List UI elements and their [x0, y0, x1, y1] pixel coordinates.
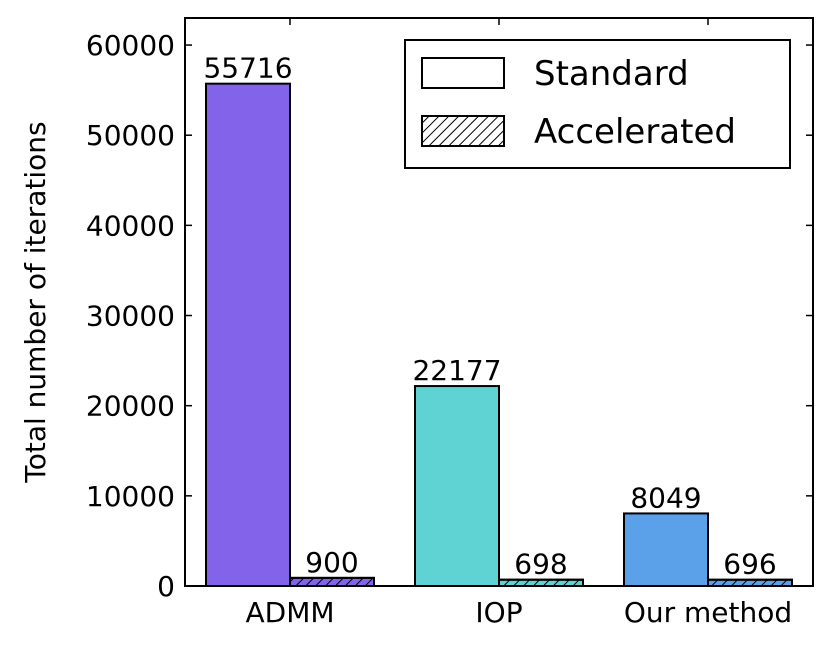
data-label-admm-accelerated: 900	[305, 546, 358, 579]
y-tick-label: 60000	[86, 29, 175, 62]
y-tick-label: 40000	[86, 209, 175, 242]
y-axis-label: Total number of iterations	[19, 121, 52, 483]
legend-swatch-accelerated	[421, 115, 505, 147]
x-tick-label-our-method: Our method	[624, 596, 792, 629]
y-tick-label: 20000	[86, 390, 175, 423]
data-label-our-method-standard: 8049	[630, 481, 701, 514]
data-label-iop-standard: 22177	[412, 354, 501, 387]
y-axis-ticks: 0 10000 20000 30000 40000 50000 60000	[86, 29, 813, 603]
bar-iop-standard	[414, 385, 500, 588]
legend: Standard Accelerated	[404, 39, 791, 169]
legend-label-accelerated: Accelerated	[534, 112, 736, 152]
y-tick-label: 30000	[86, 300, 175, 333]
bar-hatch-admm-accelerated	[289, 576, 375, 588]
data-label-our-method-accelerated: 696	[723, 548, 776, 581]
bar-admm-standard	[205, 82, 291, 587]
y-tick-label: 50000	[86, 119, 175, 152]
data-label-admm-standard: 55716	[203, 52, 292, 85]
x-tick-label-admm: ADMM	[245, 596, 334, 629]
x-tick-label-iop: IOP	[475, 596, 522, 629]
x-axis-ticks: ADMM IOP Our method	[245, 18, 792, 629]
y-tick-label: 0	[157, 570, 175, 603]
legend-label-standard: Standard	[534, 54, 689, 94]
y-tick-label: 10000	[86, 480, 175, 513]
legend-swatch-standard	[421, 57, 505, 89]
data-labels-group: 55716 22177 8049 900 698 696	[203, 52, 776, 581]
bar-our-method-standard	[623, 512, 709, 587]
data-label-iop-accelerated: 698	[514, 548, 567, 581]
